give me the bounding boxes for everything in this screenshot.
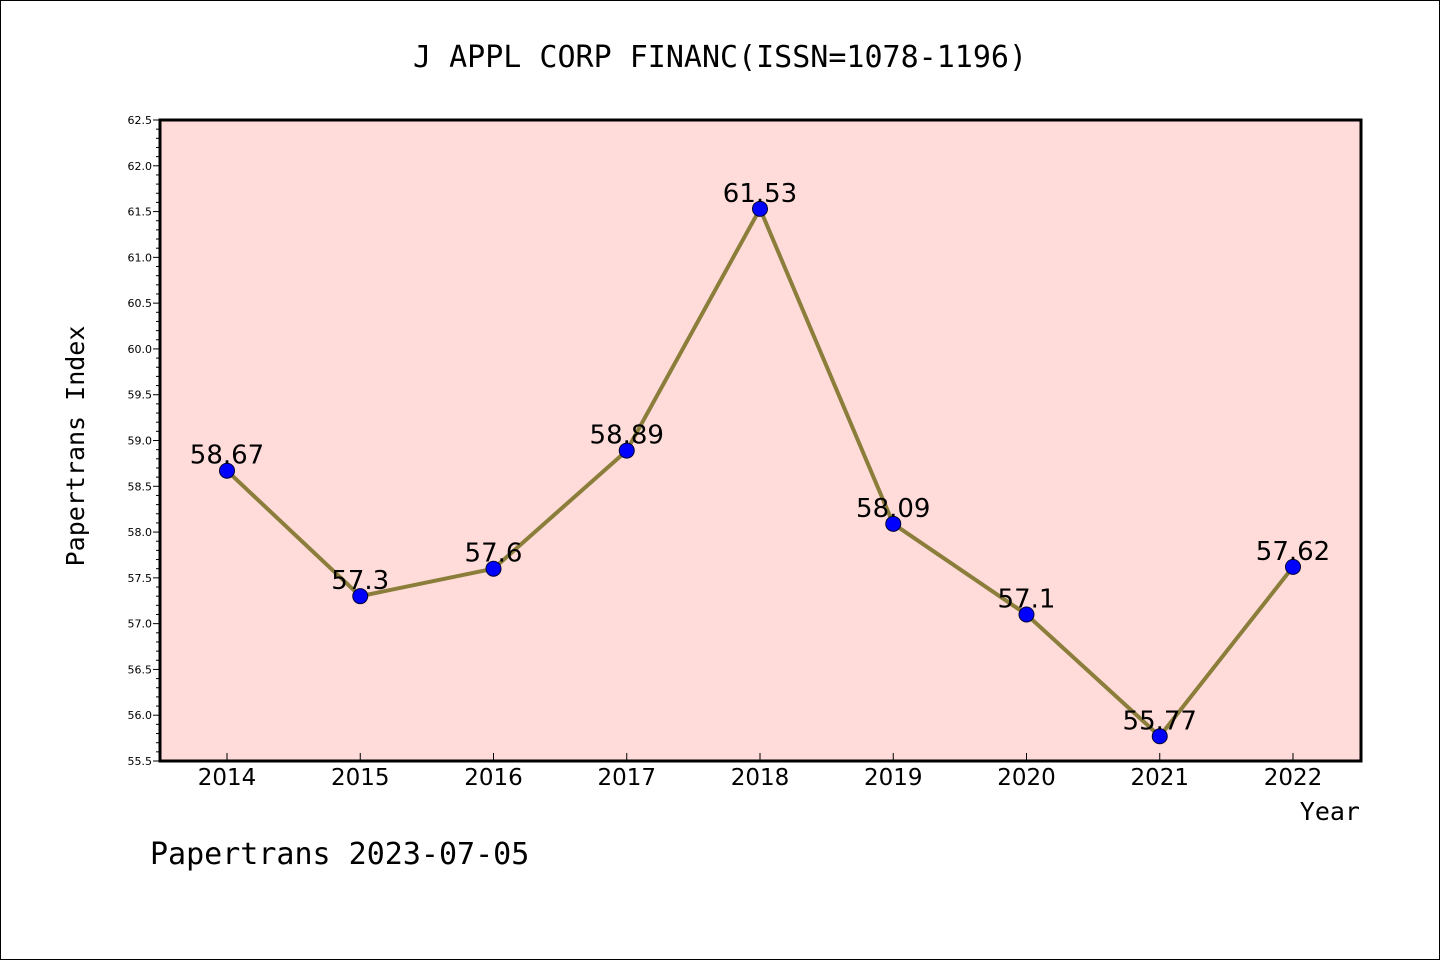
data-point <box>752 200 768 217</box>
data-point <box>618 442 635 459</box>
y-tick-label: 61.0 <box>128 251 153 264</box>
x-tick-label: 2020 <box>997 765 1056 791</box>
data-label: 57.3 <box>331 566 389 596</box>
data-labels: 58.67 57.3 57.6 58.89 61.53 58.09 57.1 55.77 57.… <box>190 179 1330 736</box>
data-label: 57.62 <box>1256 537 1330 567</box>
y-tick-label: 55.5 <box>128 755 153 768</box>
x-axis-label: Year <box>1300 797 1360 826</box>
x-tick-label: 2014 <box>198 765 257 791</box>
data-point <box>485 560 502 577</box>
y-tick-label: 57.5 <box>128 572 153 585</box>
x-tick-label: 2015 <box>331 765 390 791</box>
y-tick-label: 60.0 <box>128 343 153 356</box>
plot-border <box>158 118 1363 763</box>
data-label: 58.67 <box>190 441 264 471</box>
y-tick-label: 57.0 <box>128 618 153 631</box>
data-points <box>219 200 1301 745</box>
x-axis: 2014 2015 2016 2017 2018 2019 2020 2021 2022 <box>198 753 1323 791</box>
y-tick-label: 62.5 <box>128 114 153 127</box>
data-point <box>1151 728 1168 745</box>
data-point <box>1018 606 1035 623</box>
data-label: 57.6 <box>465 539 523 569</box>
chart-title: J APPL CORP FINANC(ISSN=1078-1196) <box>413 40 1027 75</box>
x-tick-label: 2021 <box>1130 765 1189 791</box>
data-label: 58.09 <box>856 494 930 524</box>
footer-credit: Papertrans 2023-07-05 <box>150 837 529 872</box>
data-point <box>885 515 902 532</box>
x-tick-label: 2016 <box>464 765 523 791</box>
y-tick-label: 56.0 <box>128 709 153 722</box>
plot-area <box>160 120 1361 761</box>
x-tick-label: 2018 <box>731 765 790 791</box>
x-tick-label: 2022 <box>1264 765 1323 791</box>
data-label: 57.1 <box>998 584 1056 614</box>
y-tick-label: 58.5 <box>128 480 153 493</box>
x-tick-label: 2019 <box>864 765 923 791</box>
data-label: 58.89 <box>590 421 664 451</box>
y-tick-label: 59.0 <box>128 435 153 448</box>
y-axis: 55.5 56.0 56.5 57.0 57.5 58.0 58.5 59.0 59.5 60.0… <box>128 114 160 768</box>
x-tick-label: 2017 <box>597 765 656 791</box>
data-label: 55.77 <box>1123 706 1197 736</box>
y-tick-label: 62.0 <box>128 160 153 173</box>
y-axis-label: Papertrans Index <box>61 326 90 567</box>
data-label: 61.53 <box>723 179 797 209</box>
y-tick-label: 61.5 <box>128 206 153 219</box>
y-tick-label: 59.5 <box>128 389 153 402</box>
y-tick-label: 56.5 <box>128 663 153 676</box>
data-point <box>1285 558 1301 575</box>
y-tick-label: 60.5 <box>128 297 153 310</box>
data-point <box>219 462 235 479</box>
data-point <box>352 588 369 605</box>
y-tick-label: 58.0 <box>128 526 153 539</box>
